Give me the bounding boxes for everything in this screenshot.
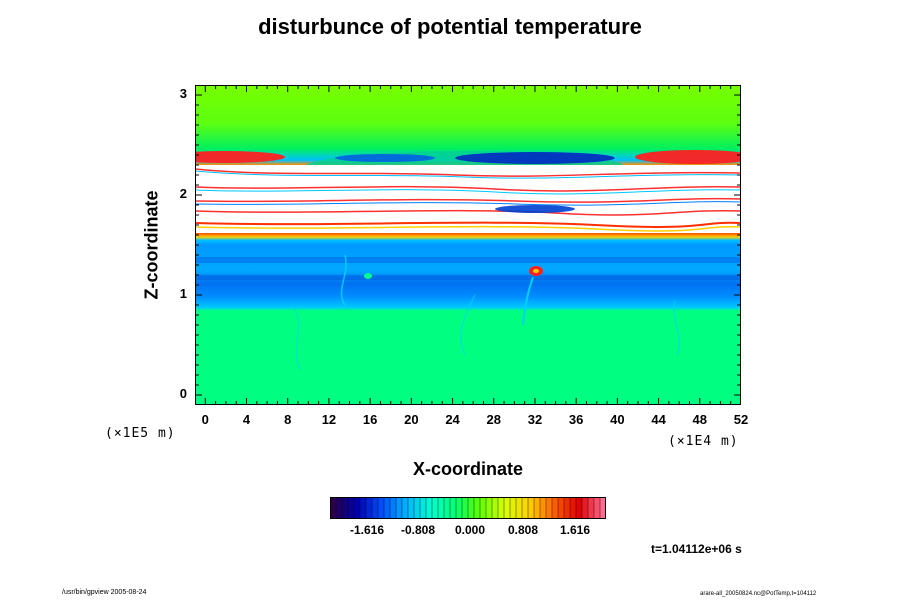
x-tick-label: 44 <box>651 412 666 427</box>
x-tick-label: 36 <box>568 412 584 427</box>
y-axis-label: Z-coordinate <box>141 190 162 300</box>
colorbar-cell <box>546 497 553 519</box>
colorbar-cell <box>480 497 487 519</box>
colorbar-cell <box>462 497 469 519</box>
colorbar-frame <box>330 497 606 519</box>
colorbar-cell <box>498 497 505 519</box>
x-tick-label: 28 <box>486 412 501 427</box>
colorbar-cell <box>354 497 361 519</box>
colorbar-cell <box>426 497 433 519</box>
colorbar-cell <box>390 497 397 519</box>
colorbar-cell <box>450 497 457 519</box>
colorbar-cell <box>414 497 421 519</box>
colorbar-cell <box>576 497 583 519</box>
colorbar-cell <box>408 497 415 519</box>
colorbar-cell <box>366 497 373 519</box>
colorbar-label: 0.808 <box>507 523 539 537</box>
colorbar-cell <box>336 497 343 519</box>
colorbar-label: 1.616 <box>559 523 591 537</box>
field-background <box>195 85 741 405</box>
colorbar-cell <box>588 497 595 519</box>
colorbar-cell <box>348 497 355 519</box>
x-tick-label: 20 <box>404 412 419 427</box>
colorbar-cell <box>384 497 391 519</box>
colorbar-cell <box>402 497 409 519</box>
axis-ticks <box>195 85 741 405</box>
colorbar-cell <box>420 497 427 519</box>
colorbar-cell <box>432 497 439 519</box>
red-fringe-right <box>635 150 741 164</box>
x-tick-label: 0 <box>201 412 209 427</box>
colorbar-cell <box>534 497 541 519</box>
x-tick-label: 32 <box>527 412 543 427</box>
colorbar-cell <box>594 497 601 519</box>
colorbar-cell <box>378 497 385 519</box>
time-stamp: t=1.04112e+06 s <box>651 542 742 556</box>
colorbar-cell <box>438 497 445 519</box>
x-tick-label: 16 <box>362 412 378 427</box>
colorbar-cell <box>540 497 547 519</box>
chart-title: disturbunce of potential temperature <box>258 14 642 39</box>
colorbar-cell <box>444 497 451 519</box>
y-tick-label: 3 <box>179 86 187 101</box>
colorbar-label: -0.808 <box>400 523 436 537</box>
x-tick-label: 40 <box>610 412 625 427</box>
y-tick-label: 0 <box>179 386 187 401</box>
colorbar-cell <box>372 497 379 519</box>
x-tick-label: 8 <box>284 412 292 427</box>
colorbar-cell <box>396 497 403 519</box>
y-tick-label: 2 <box>179 186 187 201</box>
x-axis-label: X-coordinate <box>412 459 523 479</box>
colorbar-cell <box>522 497 529 519</box>
x-tick-label: 24 <box>445 412 460 427</box>
colorbar-label: -1.616 <box>349 523 385 537</box>
colorbar-cell <box>516 497 523 519</box>
colorbar <box>330 497 606 519</box>
colorbar-cell <box>342 497 349 519</box>
colorbar-cell <box>600 497 606 519</box>
colorbar-cell <box>570 497 577 519</box>
footer-left: /usr/bin/gpview 2005-08-24 <box>62 589 147 596</box>
colorbar-cell <box>552 497 559 519</box>
heatmap-plot <box>195 85 741 405</box>
colorbar-cell <box>492 497 499 519</box>
colorbar-cell <box>456 497 463 519</box>
colorbar-cell <box>528 497 535 519</box>
x-scale-note: (×1E4 m) <box>668 434 739 449</box>
x-tick-label: 12 <box>321 412 337 427</box>
x-tick-label: 48 <box>692 412 708 427</box>
colorbar-cell <box>504 497 511 519</box>
colorbar-cell <box>582 497 589 519</box>
colorbar-cell <box>558 497 565 519</box>
colorbar-cell <box>510 497 517 519</box>
colorbar-cell <box>360 497 367 519</box>
colorbar-cell <box>564 497 571 519</box>
colorbar-cell <box>474 497 481 519</box>
x-tick-label: 52 <box>733 412 749 427</box>
footer-right: arare-all_20050824.nc@PotTemp,t=104112 <box>700 591 817 597</box>
y-tick-label: 1 <box>179 286 187 301</box>
colorbar-cell <box>468 497 475 519</box>
colorbar-cell <box>330 497 337 519</box>
z-scale-note: (×1E5 m) <box>105 426 176 441</box>
colorbar-cell <box>486 497 493 519</box>
x-tick-label: 4 <box>242 412 251 427</box>
red-fringe-left <box>195 151 285 163</box>
colorbar-label: 0.000 <box>454 523 486 537</box>
